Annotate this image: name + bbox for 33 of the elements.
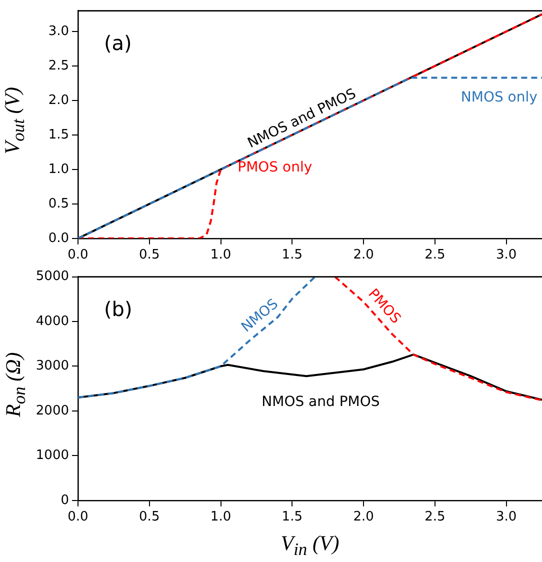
- y-tick-label: 1.5: [48, 127, 69, 142]
- series-label: NMOS only: [460, 89, 538, 106]
- x-tick-label: 0.5: [139, 510, 160, 525]
- x-tick-label: 2.0: [353, 510, 374, 525]
- y-tick-label: 2000: [36, 403, 69, 418]
- x-tick-label: 1.5: [282, 510, 302, 525]
- x-tick-label: 1.5: [282, 248, 302, 263]
- series-label: NMOS and PMOS: [262, 394, 380, 410]
- y-tick-label: 3000: [36, 358, 69, 374]
- x-tick-label: 0.0: [68, 248, 88, 263]
- x-tick-label: 1.0: [210, 248, 232, 263]
- annotation: (b): [104, 297, 132, 322]
- series-label: PMOS only: [238, 160, 312, 176]
- y-tick-label: 4000: [36, 314, 69, 329]
- y-tick-label: 2.0: [48, 92, 69, 108]
- y-tick-label: 0: [60, 492, 69, 508]
- x-tick-label: 0.0: [68, 510, 88, 525]
- x-tick-label: 2.0: [353, 248, 374, 263]
- x-tick-label: 2.5: [424, 248, 446, 263]
- y-tick-label: 1000: [36, 448, 69, 464]
- x-tick-label: 0.5: [139, 248, 160, 263]
- x-tick-label: 3.0: [496, 510, 517, 525]
- x-tick-label: 2.5: [424, 510, 446, 525]
- y-tick-label: 2.5: [48, 58, 69, 74]
- annotation: (a): [104, 31, 132, 56]
- y-tick-label: 0.0: [48, 230, 69, 246]
- y-tick-label: 3.0: [48, 24, 69, 39]
- x-axis-title: V$_{in}$ (V): [280, 530, 340, 560]
- y-tick-label: 5000: [36, 269, 69, 284]
- x-tick-label: 1.0: [210, 510, 232, 525]
- y-tick-label: 0.5: [48, 196, 69, 212]
- y-tick-label: 1.0: [48, 162, 69, 177]
- x-tick-label: 3.0: [496, 248, 517, 263]
